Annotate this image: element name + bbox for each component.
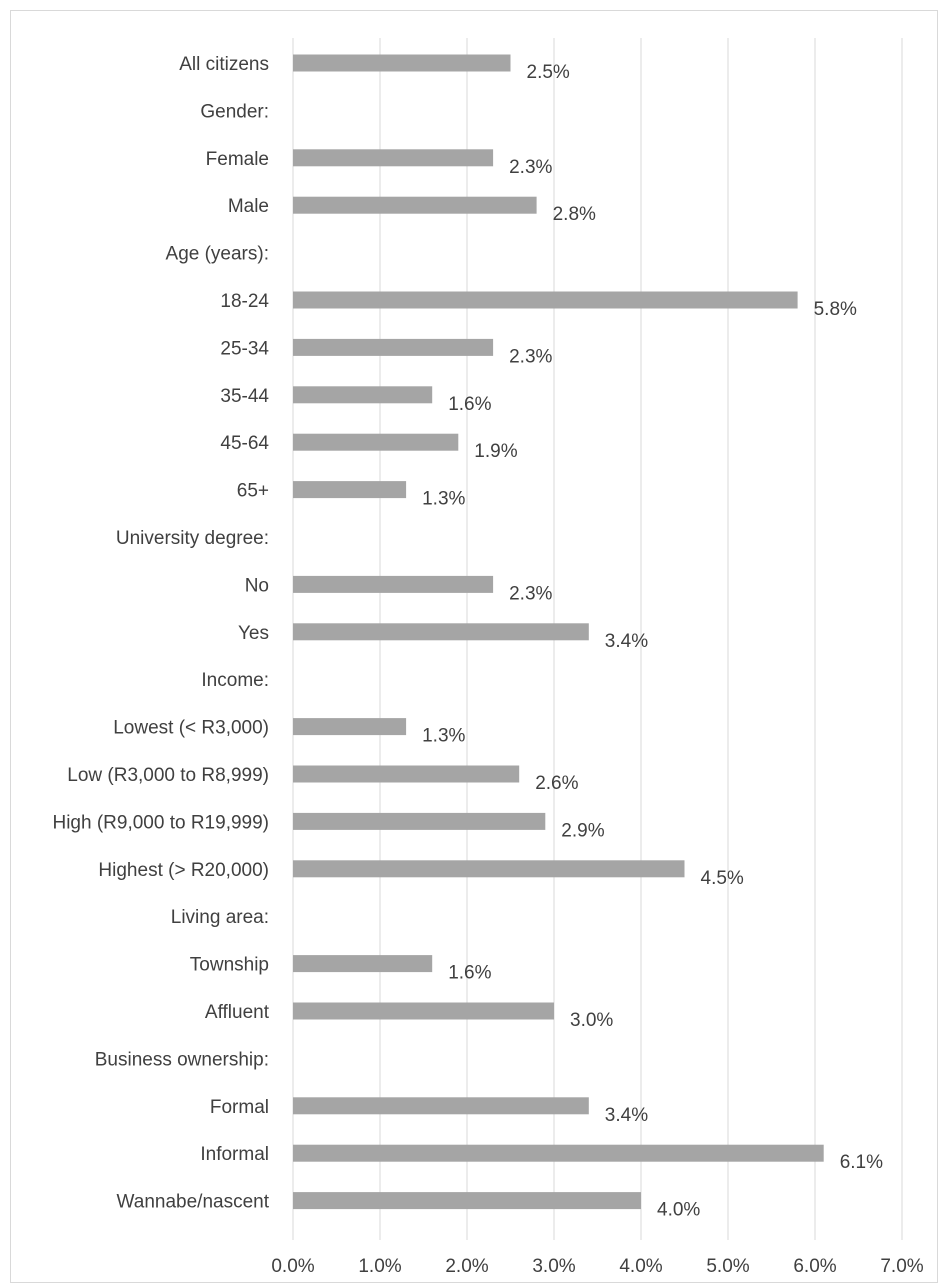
category-label: Wannabe/nascent (117, 1192, 270, 1213)
x-tick-label: 0.0% (271, 1256, 314, 1277)
value-labels: 2.5% 2.3% 2.8% 5.8% 2.3% 1.6% 1.9% 1.3% 2.3% 3.4%… (422, 62, 883, 1221)
bar (293, 575, 494, 593)
data-label: 2.9% (561, 820, 604, 841)
category-label: Business ownership: (95, 1049, 269, 1070)
bar (293, 1097, 589, 1115)
data-label: 1.3% (422, 489, 465, 510)
category-label: Highest (> R20,000) (98, 860, 269, 881)
bars (293, 54, 824, 1210)
x-tick-label: 4.0% (619, 1256, 662, 1277)
category-label: 35-44 (220, 386, 269, 407)
x-tick-label: 3.0% (532, 1256, 575, 1277)
bar (293, 386, 433, 404)
bar (293, 433, 459, 451)
bar (293, 860, 685, 878)
bar (293, 481, 407, 499)
bar (293, 54, 511, 72)
bar (293, 1002, 554, 1020)
bar (293, 765, 520, 783)
chart-frame (10, 10, 938, 1283)
data-label: 1.6% (448, 963, 491, 984)
category-label: Informal (200, 1144, 269, 1165)
bar (293, 149, 494, 167)
category-label: Gender: (200, 101, 269, 122)
x-tick-label: 2.0% (445, 1256, 488, 1277)
category-label: 18-24 (220, 291, 269, 312)
category-label: Lowest (< R3,000) (113, 718, 269, 739)
category-label: Age (years): (166, 244, 269, 265)
data-label: 2.3% (509, 583, 552, 604)
data-label: 3.4% (605, 1105, 648, 1126)
data-label: 5.8% (814, 299, 857, 320)
bar (293, 291, 798, 309)
x-tick-label: 5.0% (706, 1256, 749, 1277)
category-label: Affluent (205, 1002, 270, 1023)
data-label: 2.3% (509, 346, 552, 367)
x-axis-ticks: 0.0% 1.0% 2.0% 3.0% 4.0% 5.0% 6.0% 7.0% (271, 1256, 923, 1277)
category-label: Living area: (171, 907, 269, 928)
data-label: 3.0% (570, 1010, 613, 1031)
category-label: No (245, 575, 269, 596)
data-label: 2.3% (509, 157, 552, 178)
bar (293, 955, 433, 973)
data-label: 1.6% (448, 394, 491, 415)
category-label: University degree: (116, 528, 269, 549)
category-label: Male (228, 196, 269, 217)
data-label: 2.8% (553, 204, 596, 225)
category-label: All citizens (179, 54, 269, 75)
category-label: Formal (210, 1097, 269, 1118)
category-label: Township (190, 955, 269, 976)
category-label: High (R9,000 to R19,999) (52, 812, 269, 833)
x-tick-label: 7.0% (880, 1256, 923, 1277)
category-label: Income: (201, 670, 269, 691)
data-label: 3.4% (605, 631, 648, 652)
bar (293, 812, 546, 830)
bar (293, 1192, 641, 1210)
category-label: 65+ (237, 481, 269, 502)
data-label: 1.3% (422, 726, 465, 747)
gridlines (292, 38, 903, 1240)
bar (293, 718, 407, 736)
bar (293, 338, 494, 356)
category-label: 25-34 (220, 338, 269, 359)
data-label: 2.6% (535, 773, 578, 794)
data-label: 6.1% (840, 1152, 883, 1173)
bar (293, 623, 589, 641)
data-label: 2.5% (527, 62, 570, 83)
category-labels: All citizens Gender: Female Male Age (years)… (52, 54, 269, 1213)
bar (293, 196, 537, 214)
category-label: Yes (238, 623, 269, 644)
data-label: 1.9% (474, 441, 517, 462)
category-label: Female (206, 149, 269, 170)
category-label: 45-64 (220, 433, 269, 454)
bar (293, 1144, 824, 1162)
data-label: 4.5% (701, 868, 744, 889)
category-label: Low (R3,000 to R8,999) (67, 765, 269, 786)
data-label: 4.0% (657, 1200, 700, 1221)
x-tick-label: 1.0% (358, 1256, 401, 1277)
x-tick-label: 6.0% (793, 1256, 836, 1277)
